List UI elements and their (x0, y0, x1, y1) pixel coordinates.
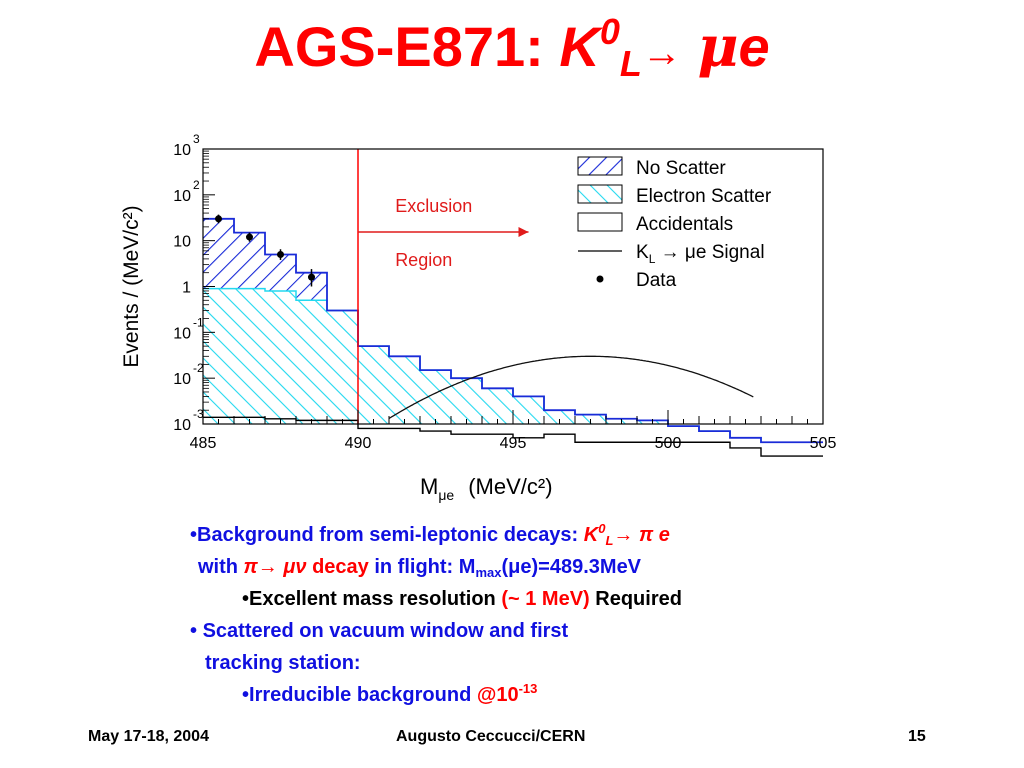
no-scatter-bar (265, 254, 296, 291)
bullet-2-decay-symbols: π→ μν (243, 556, 307, 578)
y-tick-exponent: -1 (193, 315, 204, 329)
no-scatter-outline (203, 217, 823, 444)
bullet-2-mu: μ (508, 556, 521, 578)
no-scatter-bar (234, 232, 265, 289)
y-tick-label: 10 (173, 325, 191, 342)
title-arrow: → (641, 31, 682, 75)
legend-swatch-no-scatter (577, 156, 623, 176)
bullet-4-continuation: tracking station: (205, 648, 361, 678)
bullet-3-text: Excellent mass resolution (249, 588, 502, 610)
no-scatter-bar (203, 218, 234, 289)
bullet-3: •Excellent mass resolution (~ 1 MeV) Req… (242, 584, 682, 614)
legend-label-electron-scatter: Electron Scatter (636, 186, 772, 207)
electron-scatter-bar (265, 290, 296, 424)
legend-label-accidentals: Accidentals (636, 214, 733, 235)
bullet-3-required: Required (589, 588, 682, 610)
bullet-6-marker: • (242, 684, 250, 706)
bullet-4: • Scattered on vacuum window and first (190, 616, 568, 646)
bullet-1-pi: π (633, 524, 654, 546)
electron-scatter-bar (544, 410, 575, 424)
electron-scatter-bar (327, 310, 358, 424)
legend-label-signal: KL → μe Signal (636, 242, 765, 266)
bullet-1-text: Background from semi-leptonic decays: (197, 524, 584, 546)
x-tick-label: 495 (500, 435, 527, 452)
bullet-6-red: @10 (476, 684, 519, 706)
data-point (246, 233, 253, 241)
electron-scatter-bar (451, 378, 482, 424)
x-tick-label: 500 (655, 435, 682, 452)
bullet-1-e: e (653, 524, 670, 546)
y-tick-exponent: 3 (193, 132, 200, 146)
bullet-1-continuation: with π→ μν decay in flight: Mmax(μe)=489… (198, 552, 641, 582)
x-tick-label: 485 (190, 435, 217, 452)
slide-title: AGS-E871: K0L→ μe (0, 14, 1024, 86)
footer-author: Augusto Ceccucci/CERN (396, 728, 586, 745)
bullet-5-text: tracking station: (205, 652, 361, 674)
y-tick-exponent: -3 (193, 407, 204, 421)
title-k-sub: L (619, 43, 642, 84)
region-label: Region (395, 250, 452, 270)
bullet-6-text: Irreducible background (249, 684, 477, 706)
y-tick-label: 10 (173, 188, 191, 205)
x-tick-label: 505 (810, 435, 837, 452)
electron-scatter-bar (234, 288, 265, 424)
title-mu: μ (697, 14, 739, 80)
footer-page-number: 15 (908, 728, 926, 745)
bullet-1-k-sup: 0 (598, 521, 606, 536)
y-tick-label: 1 (182, 280, 191, 297)
bullet-2-value: e)=489.3MeV (520, 556, 642, 578)
bullet-2-sub: max (475, 565, 502, 580)
bullet-3-resolution: (~ 1 MeV) (501, 588, 590, 610)
legend-swatch-accidentals (577, 212, 623, 232)
x-axis-title: Mμe (MeV/c²) (420, 474, 553, 503)
y-tick-label: 10 (173, 417, 191, 434)
y-tick-label: 10 (173, 234, 191, 251)
footer-date: May 17-18, 2004 (88, 728, 209, 745)
data-point (308, 273, 315, 281)
bullet-1-k-sub: L (605, 533, 614, 548)
bullet-1-marker: • (190, 524, 198, 546)
bullet-2-rest: in flight: M (368, 556, 476, 578)
bullet-4-marker: • (190, 620, 198, 642)
signal-curve (388, 355, 754, 420)
bullet-1-k: K (583, 524, 599, 546)
bullet-2-with: with (198, 556, 244, 578)
y-tick-label: 10 (173, 142, 191, 159)
title-k: K (559, 15, 600, 78)
electron-scatter-bar (358, 346, 389, 424)
bullet-3-marker: • (242, 588, 250, 610)
data-point (215, 215, 222, 223)
electron-scatter-bar (420, 370, 451, 424)
title-k-sup: 0 (599, 11, 620, 52)
bullet-2-paren: ( (501, 556, 509, 578)
legend-label-data: Data (636, 270, 677, 291)
y-tick-label: 10 (173, 371, 191, 388)
bullet-6: •Irreducible background @10-13 (242, 680, 537, 710)
electron-scatter-bar (389, 356, 420, 424)
title-e: e (738, 15, 770, 78)
data-point (277, 250, 284, 258)
exclusion-arrow-head (518, 227, 529, 237)
bullet-2-decay: decay (306, 556, 369, 578)
electron-scatter-bar (482, 388, 513, 424)
electron-scatter-bar (296, 300, 327, 424)
legend-swatch-electron-scatter (577, 184, 623, 204)
legend-swatch-data (596, 275, 604, 283)
bullet-6-sup: -13 (518, 681, 538, 696)
exclusion-label: Exclusion (395, 196, 472, 216)
bullet-1: •Background from semi-leptonic decays: K… (190, 520, 670, 550)
bullet-4-text: Scattered on vacuum window and first (197, 620, 569, 642)
title-prefix: AGS-E871: (254, 15, 560, 78)
y-tick-exponent: -2 (193, 361, 204, 375)
y-tick-exponent: 2 (193, 178, 200, 192)
bullet-1-arrow: → (613, 524, 634, 546)
y-axis-title: Events / (MeV/c²) (120, 205, 143, 367)
x-tick-label: 490 (345, 435, 372, 452)
legend-label-no-scatter: No Scatter (636, 158, 726, 179)
